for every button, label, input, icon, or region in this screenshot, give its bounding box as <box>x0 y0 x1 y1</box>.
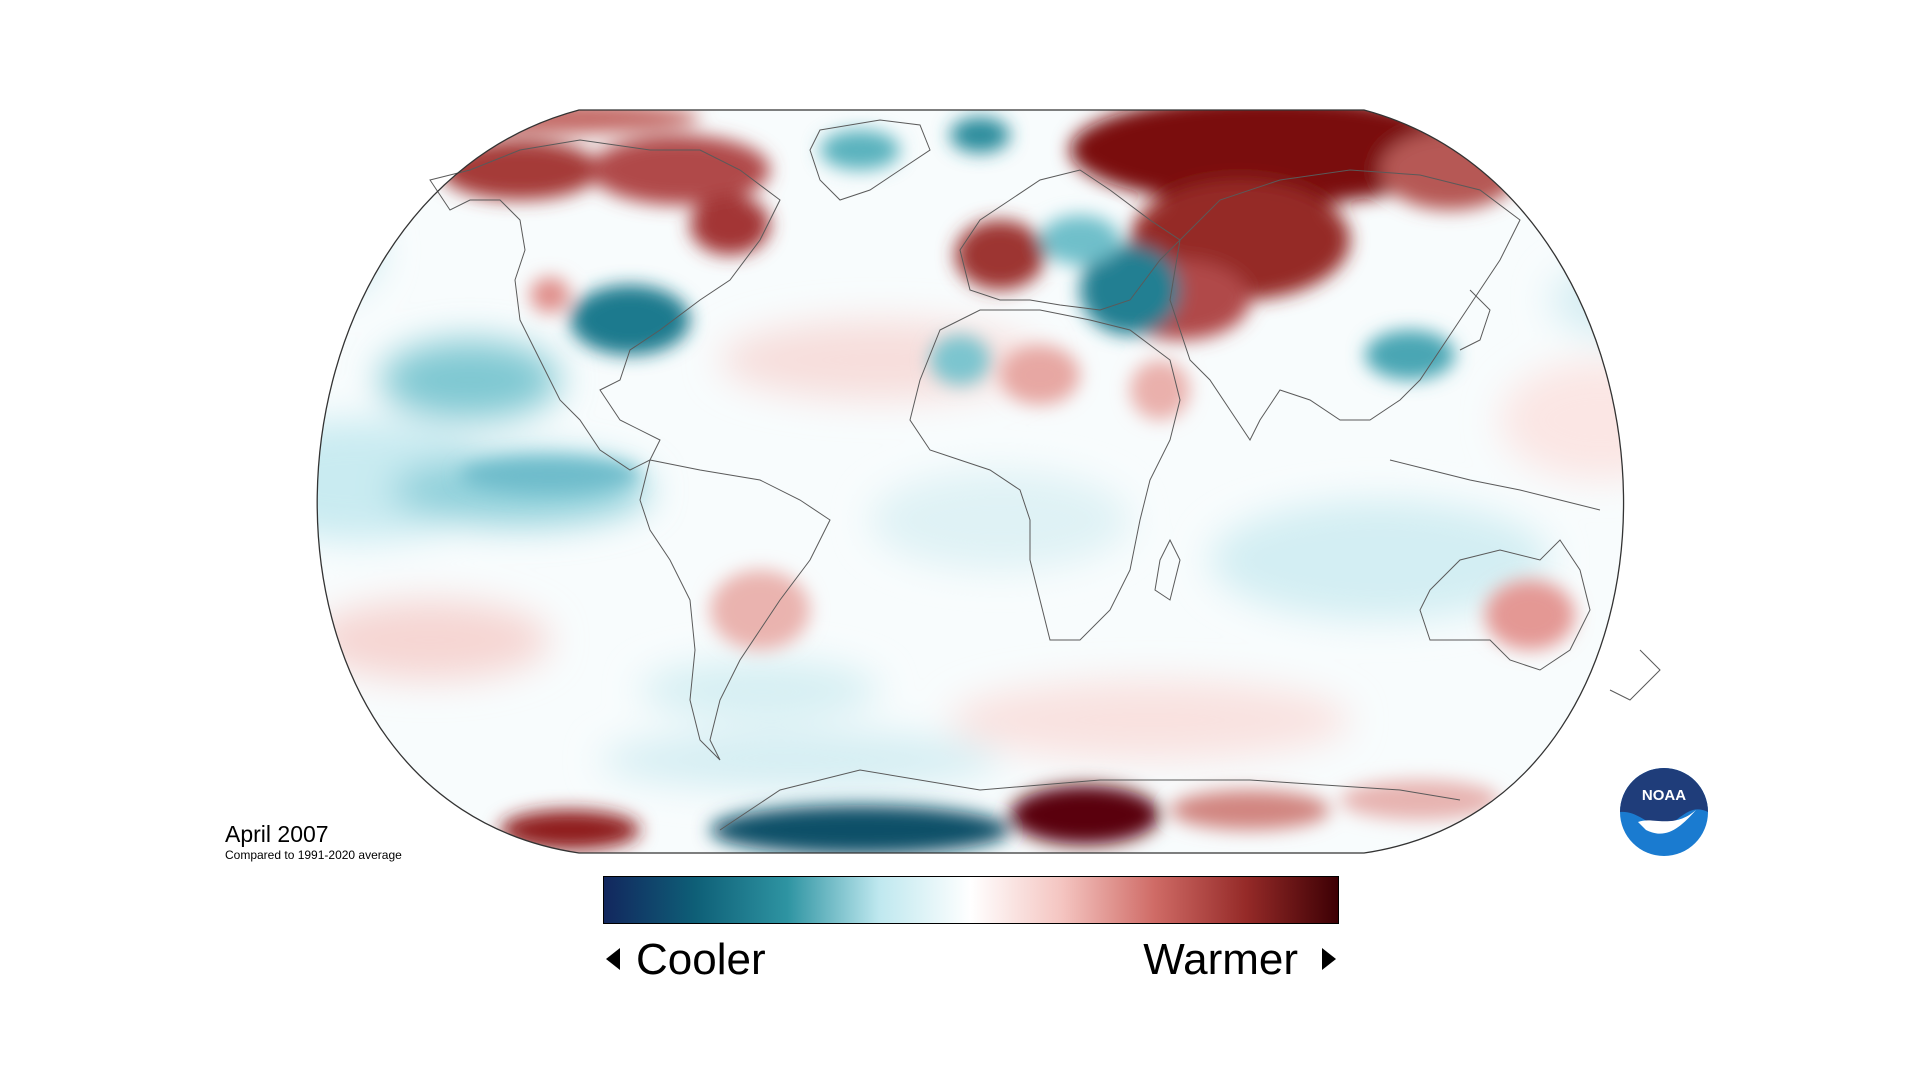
coast-new-zealand <box>1609 649 1661 701</box>
coast-north-america <box>429 139 781 471</box>
coast-indonesia <box>1389 459 1601 511</box>
caption-subtitle: Compared to 1991-2020 average <box>225 848 402 862</box>
coast-south-america <box>639 459 831 761</box>
coast-japan <box>1459 289 1491 351</box>
cooler-arrow-icon <box>606 948 620 970</box>
noaa-logo-text: NOAA <box>1642 787 1686 804</box>
noaa-logo-icon: NOAA <box>1620 768 1708 856</box>
coast-asia <box>1169 169 1521 441</box>
coast-australia <box>1419 539 1591 671</box>
coast-madagascar <box>1154 538 1181 601</box>
anomaly-blobs-detail <box>420 110 1575 853</box>
coastlines <box>429 119 1661 831</box>
coast-europe <box>959 169 1181 311</box>
anomaly-field <box>317 110 1624 853</box>
legend-warmer-label: Warmer <box>1143 935 1298 984</box>
coast-africa <box>909 309 1181 641</box>
globe-outline <box>316 109 1625 854</box>
coast-antarctica <box>719 769 1461 831</box>
legend-colorbar <box>603 876 1339 924</box>
warmer-arrow-icon <box>1322 948 1336 970</box>
coast-greenland <box>809 119 931 201</box>
caption-date: April 2007 <box>225 821 329 847</box>
legend-cooler-label: Cooler <box>636 935 766 984</box>
map-caption: April 2007 Compared to 1991-2020 average <box>225 821 402 863</box>
